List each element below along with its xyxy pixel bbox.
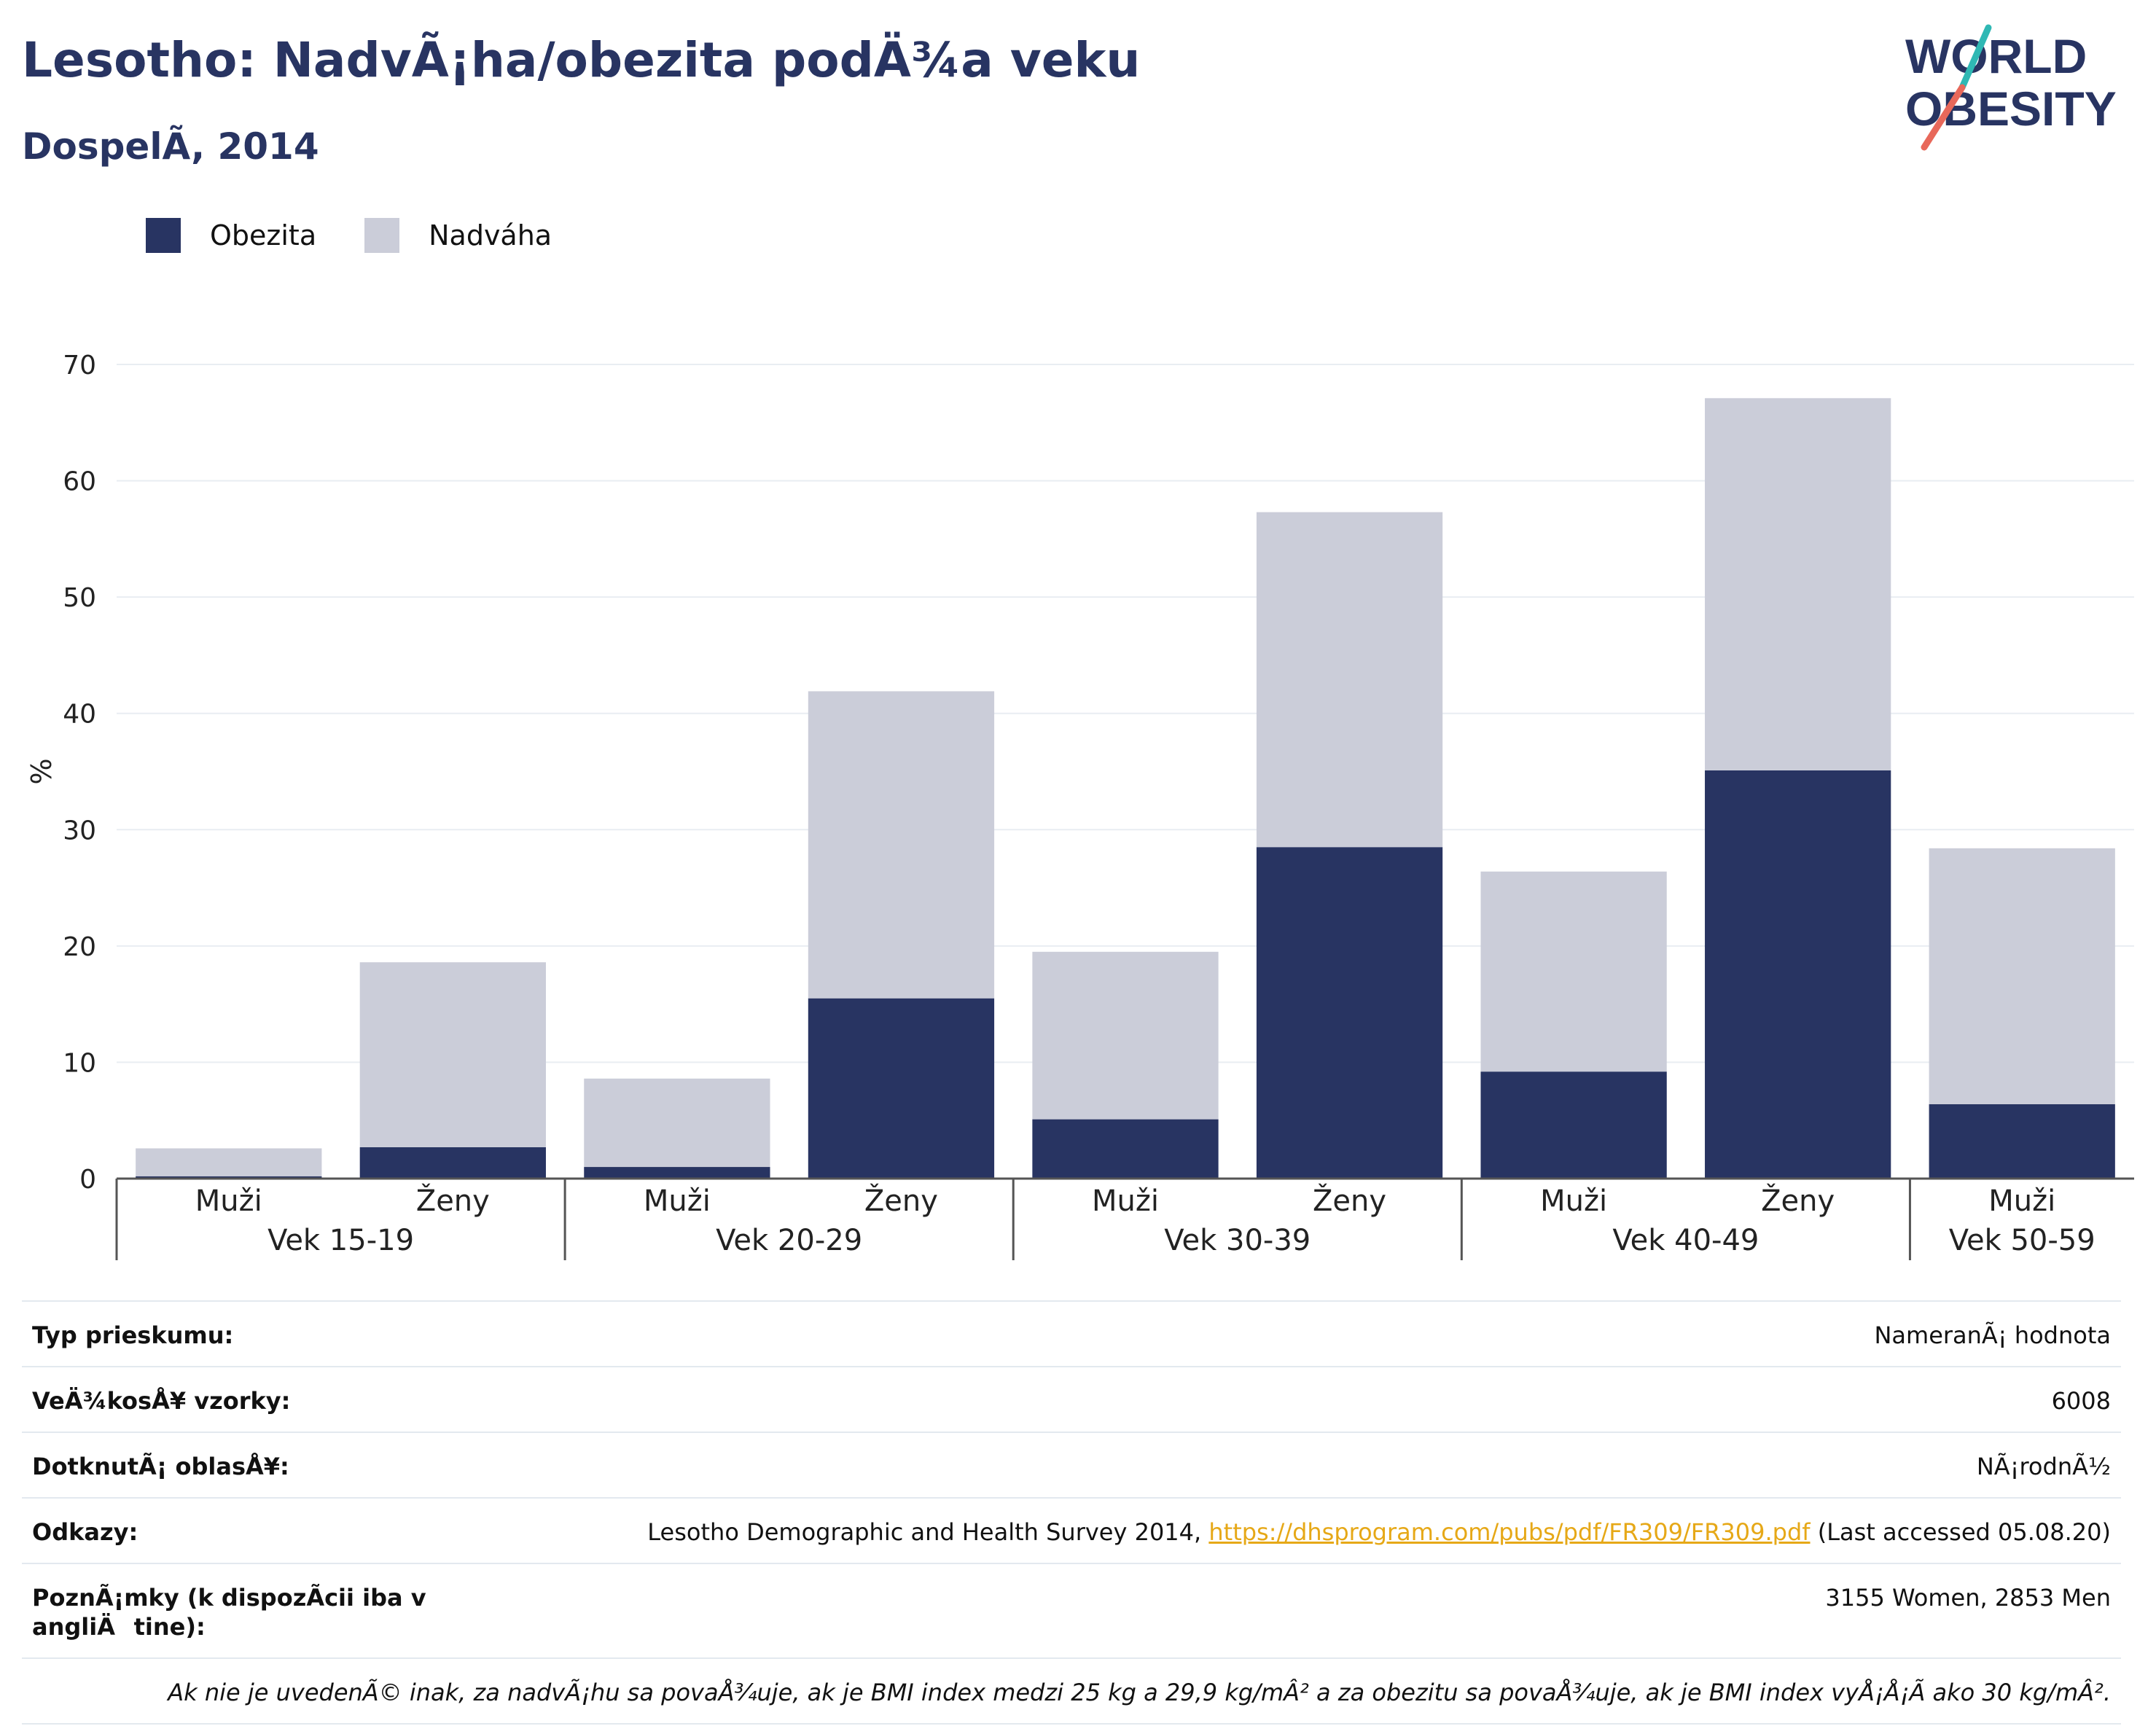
bar-overweight bbox=[584, 1078, 770, 1168]
bar-overweight bbox=[1705, 398, 1891, 770]
info-label: Odkazy: bbox=[32, 1518, 138, 1546]
y-tick-label: 50 bbox=[63, 583, 96, 613]
logo-word-world: WORLD bbox=[1905, 29, 2087, 83]
reference-accessed: (Last accessed 05.08.20) bbox=[1810, 1518, 2111, 1546]
y-tick-label: 70 bbox=[63, 351, 96, 380]
y-tick-label: 30 bbox=[63, 816, 96, 845]
info-label: DotknutÃ¡ oblasÅ¥: bbox=[32, 1453, 289, 1480]
x-tick-label: Ženy bbox=[864, 1183, 938, 1218]
footnote: Ak nie je uvedenÃ© inak, za nadvÃ¡hu sa … bbox=[168, 1679, 2111, 1706]
info-row-sample-size: VeÄ¾kosÅ¥ vzorky: 6008 bbox=[22, 1366, 2121, 1432]
y-tick-label: 0 bbox=[79, 1165, 96, 1195]
x-tick-label: Ženy bbox=[1761, 1183, 1835, 1218]
x-group-label: Vek 20-29 bbox=[716, 1224, 862, 1257]
bar-overweight bbox=[1256, 512, 1443, 848]
bar-overweight bbox=[136, 1148, 322, 1176]
reference-link[interactable]: https://dhsprogram.com/pubs/pdf/FR309/FR… bbox=[1208, 1518, 1811, 1546]
info-value: 6008 bbox=[2051, 1387, 2111, 1415]
x-group-label: Vek 30-39 bbox=[1164, 1224, 1311, 1257]
bar-obesity bbox=[1480, 1071, 1667, 1179]
bar-obesity bbox=[136, 1176, 322, 1179]
chart-subtitle: DospelÃ, 2014 bbox=[22, 125, 319, 168]
x-tick-label: Muži bbox=[195, 1184, 262, 1218]
bar-overweight bbox=[359, 962, 546, 1147]
bar-obesity bbox=[584, 1167, 770, 1179]
legend-item-obesity[interactable]: Obezita bbox=[146, 218, 316, 253]
y-tick-label: 10 bbox=[63, 1048, 96, 1078]
y-tick-label: 20 bbox=[63, 932, 96, 962]
x-group-label: Vek 15-19 bbox=[267, 1224, 414, 1257]
x-group-label: Vek 50-59 bbox=[1949, 1224, 2096, 1257]
info-row-survey-type: Typ prieskumu: NameranÃ¡ hodnota bbox=[22, 1300, 2121, 1366]
bar-obesity bbox=[359, 1147, 546, 1179]
info-row-notes: PoznÃ¡mky (k dispozÃcii iba v angliÄtin… bbox=[22, 1563, 2121, 1657]
info-row-references: Odkazy: Lesotho Demographic and Health S… bbox=[22, 1497, 2121, 1563]
x-tick-label: Muži bbox=[1540, 1184, 1607, 1218]
logo-slash-coral bbox=[1921, 84, 1966, 151]
info-row-footnote: Ak nie je uvedenÃ© inak, za nadvÃ¡hu sa … bbox=[22, 1657, 2121, 1725]
bar-obesity bbox=[808, 998, 995, 1179]
x-tick-label: Ženy bbox=[1313, 1183, 1386, 1218]
info-row-area: DotknutÃ¡ oblasÅ¥: NÃ¡rodnÃ½ bbox=[22, 1432, 2121, 1497]
legend-item-overweight[interactable]: Nadváha bbox=[364, 218, 552, 253]
bar-obesity bbox=[1032, 1119, 1219, 1179]
legend-label-obesity: Obezita bbox=[210, 219, 317, 251]
bar-overweight bbox=[1032, 951, 1219, 1120]
y-tick-label: 40 bbox=[63, 700, 96, 730]
bar-obesity bbox=[1256, 847, 1443, 1179]
info-value: 3155 Women, 2853 Men bbox=[1825, 1584, 2111, 1612]
bar-obesity bbox=[1705, 770, 1891, 1179]
info-value: NÃ¡rodnÃ½ bbox=[1976, 1453, 2111, 1480]
bar-overweight bbox=[808, 691, 995, 999]
x-tick-label: Muži bbox=[644, 1184, 711, 1218]
legend-label-overweight: Nadváha bbox=[429, 219, 552, 251]
reference-text: Lesotho Demographic and Health Survey 20… bbox=[647, 1518, 1209, 1546]
chart-title: Lesotho: NadvÃ¡ha/obezita podÄ¾a veku bbox=[22, 32, 1141, 88]
bar-overweight bbox=[1480, 871, 1667, 1072]
legend-swatch-obesity bbox=[146, 218, 181, 253]
legend-swatch-overweight bbox=[364, 218, 400, 253]
bar-obesity bbox=[1929, 1104, 2115, 1179]
x-tick-label: Muži bbox=[1988, 1184, 2055, 1218]
info-label: Typ prieskumu: bbox=[32, 1321, 234, 1349]
info-value: NameranÃ¡ hodnota bbox=[1874, 1321, 2111, 1349]
info-label: VeÄ¾kosÅ¥ vzorky: bbox=[32, 1387, 291, 1415]
x-tick-label: Muži bbox=[1092, 1184, 1159, 1218]
logo-slash-teal bbox=[1958, 24, 1992, 91]
y-tick-label: 60 bbox=[63, 467, 96, 497]
x-group-label: Vek 40-49 bbox=[1612, 1224, 1759, 1257]
info-label: PoznÃ¡mky (k dispozÃcii iba v angliÄtin… bbox=[32, 1584, 426, 1641]
chart-legend: Obezita Nadváha bbox=[146, 216, 600, 255]
y-axis-label: % bbox=[26, 758, 58, 784]
info-value: Lesotho Demographic and Health Survey 20… bbox=[647, 1518, 2111, 1547]
x-tick-label: Ženy bbox=[416, 1183, 490, 1218]
bar-overweight bbox=[1929, 848, 2115, 1104]
world-obesity-logo: WORLD OBESITY bbox=[1905, 24, 2117, 151]
info-table: Typ prieskumu: NameranÃ¡ hodnota VeÄ¾kos… bbox=[22, 1300, 2121, 1725]
stacked-bar-chart: 0 10 20 30 40 50 60 70% Muži Ženy Muži Ženy Muži Ženy… bbox=[26, 351, 2134, 1260]
